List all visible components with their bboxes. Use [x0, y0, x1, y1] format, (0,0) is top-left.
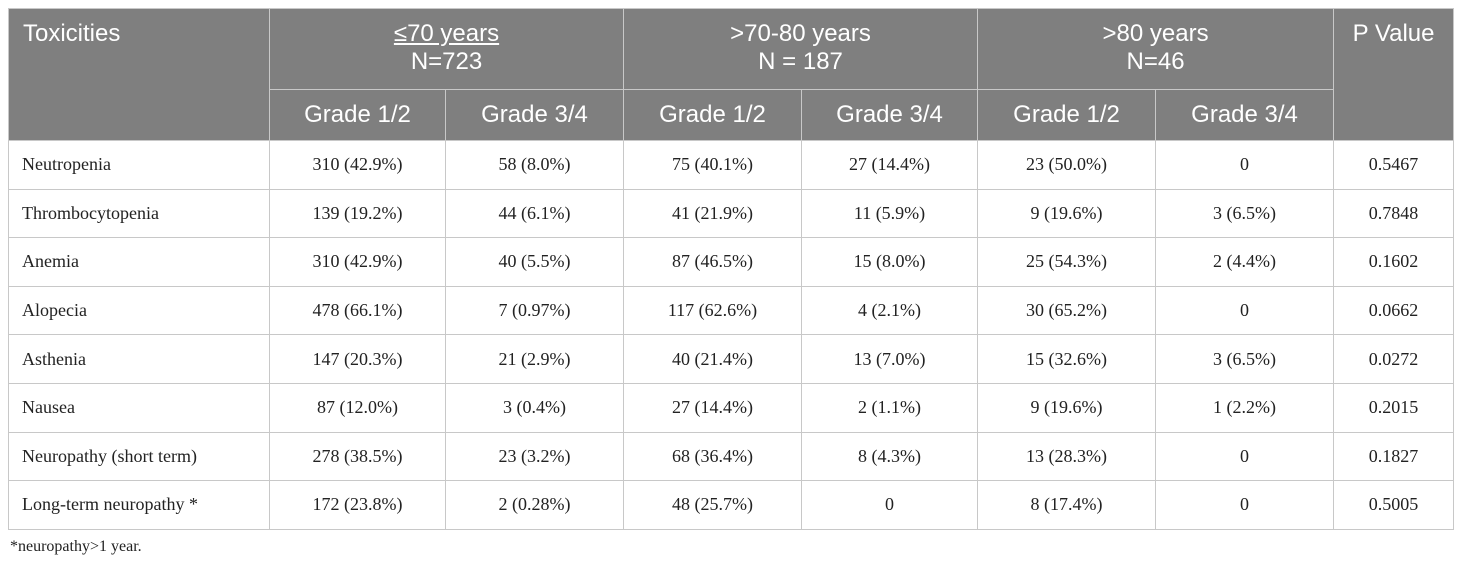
table-cell: 23 (3.2%)	[444, 431, 625, 482]
header-row-groups: Toxicities ≤70 years N=723 >70-80 years …	[8, 8, 1455, 141]
table-cell: 21 (2.9%)	[444, 334, 625, 384]
row-label: Anemia	[8, 237, 270, 287]
table-cell: 58 (8.0%)	[444, 140, 625, 190]
row-label: Neutropenia	[8, 140, 270, 190]
table-cell: 40 (5.5%)	[444, 237, 625, 287]
group-n: N = 187	[758, 48, 843, 75]
table-cell: 0	[801, 480, 979, 530]
header-grade12: Grade 1/2	[977, 89, 1157, 141]
row-label: Asthenia	[8, 334, 270, 384]
table-row: Thrombocytopenia 139 (19.2%) 44 (6.1%) 41 (…	[8, 188, 1455, 239]
table-row: Alopecia 478 (66.1%) 7 (0.97%) 117 (62.6%) 4…	[8, 285, 1455, 336]
table-cell: 68 (36.4%)	[623, 431, 803, 482]
table-cell: 27 (14.4%)	[801, 140, 979, 190]
table-cell: 15 (8.0%)	[801, 237, 979, 287]
table-cell: 13 (28.3%)	[977, 431, 1157, 482]
footnote: *neuropathy>1 year.	[10, 538, 142, 555]
pvalue-cell: 0.0662	[1333, 285, 1455, 336]
header-row-grades: Grade 1/2 Grade 3/4 Grade 1/2 Grade 3/4 …	[9, 89, 1454, 141]
table-cell: 0	[1155, 140, 1335, 190]
table-cell: 2 (0.28%)	[444, 480, 625, 530]
table-row: Asthenia 147 (20.3%) 21 (2.9%) 40 (21.4%) 13…	[8, 334, 1455, 384]
pvalue-cell: 0.5005	[1333, 480, 1455, 530]
table-cell: 3 (6.5%)	[1155, 334, 1335, 384]
row-label: Alopecia	[8, 285, 270, 336]
pvalue-cell: 0.5467	[1333, 140, 1455, 190]
table-cell: 2 (1.1%)	[801, 382, 979, 433]
table-cell: 117 (62.6%)	[623, 285, 803, 336]
header-group-70-80: >70-80 years N = 187	[623, 8, 979, 90]
table-cell: 1 (2.2%)	[1155, 382, 1335, 433]
pvalue-cell: 0.0272	[1333, 334, 1455, 384]
table-cell: 25 (54.3%)	[977, 237, 1157, 287]
header-grade34: Grade 3/4	[1155, 89, 1335, 141]
table-row: Nausea 87 (12.0%) 3 (0.4%) 27 (14.4%) 2 (1.1…	[8, 382, 1455, 433]
table-cell: 0	[1155, 285, 1335, 336]
table-cell: 87 (46.5%)	[623, 237, 803, 287]
table-cell: 87 (12.0%)	[269, 382, 446, 433]
table-row: Neuropathy (short term) 278 (38.5%) 23 (3.…	[8, 431, 1455, 482]
header-grade34: Grade 3/4	[801, 89, 979, 141]
table-cell: 8 (4.3%)	[801, 431, 979, 482]
table-cell: 278 (38.5%)	[269, 431, 446, 482]
header-grade12: Grade 1/2	[269, 89, 446, 141]
table-cell: 139 (19.2%)	[269, 188, 446, 239]
table-cell: 13 (7.0%)	[801, 334, 979, 384]
table-cell: 0	[1155, 480, 1335, 530]
table-cell: 27 (14.4%)	[623, 382, 803, 433]
header-toxicities: Toxicities	[8, 8, 270, 141]
pvalue-cell: 0.1602	[1333, 237, 1455, 287]
table-cell: 3 (0.4%)	[444, 382, 625, 433]
header-group-gt80: >80 years N=46	[977, 8, 1335, 90]
header-grade34: Grade 3/4	[444, 89, 625, 141]
header-group-le70: ≤70 years N=723	[268, 8, 625, 90]
table-cell: 9 (19.6%)	[977, 382, 1157, 433]
table-cell: 478 (66.1%)	[269, 285, 446, 336]
pvalue-cell: 0.2015	[1333, 382, 1455, 433]
row-label: Thrombocytopenia	[8, 188, 270, 239]
table-cell: 147 (20.3%)	[269, 334, 446, 384]
table-cell: 41 (21.9%)	[623, 188, 803, 239]
table-row: Long-term neuropathy * 172 (23.8%) 2 (0.28…	[8, 480, 1455, 530]
table-cell: 2 (4.4%)	[1155, 237, 1335, 287]
row-label: Neuropathy (short term)	[8, 431, 270, 482]
header-pvalue: P Value	[1333, 8, 1455, 141]
table-cell: 15 (32.6%)	[977, 334, 1157, 384]
header-grade12: Grade 1/2	[623, 89, 803, 141]
table-cell: 7 (0.97%)	[444, 285, 625, 336]
table-cell: 30 (65.2%)	[977, 285, 1157, 336]
group-n: N=46	[1126, 48, 1185, 75]
pvalue-cell: 0.1827	[1333, 431, 1455, 482]
row-label: Nausea	[8, 382, 270, 433]
table-cell: 310 (42.9%)	[269, 140, 446, 190]
group-n: N=723	[410, 48, 483, 75]
table-cell: 44 (6.1%)	[444, 188, 625, 239]
group-label: >80 years	[1102, 20, 1209, 47]
table-cell: 3 (6.5%)	[1155, 188, 1335, 239]
table-cell: 40 (21.4%)	[623, 334, 803, 384]
table-cell: 0	[1155, 431, 1335, 482]
group-label: >70-80 years	[730, 20, 871, 47]
row-label: Long-term neuropathy *	[8, 480, 270, 530]
table-body: Neutropenia 310 (42.9%) 58 (8.0%) 75 (40.1%…	[8, 140, 1455, 530]
table-cell: 75 (40.1%)	[623, 140, 803, 190]
table-cell: 48 (25.7%)	[623, 480, 803, 530]
table-cell: 172 (23.8%)	[269, 480, 446, 530]
table-cell: 23 (50.0%)	[977, 140, 1157, 190]
table-cell: 4 (2.1%)	[801, 285, 979, 336]
table-cell: 8 (17.4%)	[977, 480, 1157, 530]
table-row: Anemia 310 (42.9%) 40 (5.5%) 87 (46.5%) 15 (…	[8, 237, 1455, 287]
toxicities-table: Toxicities ≤70 years N=723 >70-80 years …	[8, 8, 1455, 530]
table-cell: 310 (42.9%)	[269, 237, 446, 287]
table-cell: 11 (5.9%)	[801, 188, 979, 239]
group-label: ≤70 years	[393, 20, 500, 47]
table-cell: 9 (19.6%)	[977, 188, 1157, 239]
pvalue-cell: 0.7848	[1333, 188, 1455, 239]
table-row: Neutropenia 310 (42.9%) 58 (8.0%) 75 (40.1%…	[8, 140, 1455, 190]
